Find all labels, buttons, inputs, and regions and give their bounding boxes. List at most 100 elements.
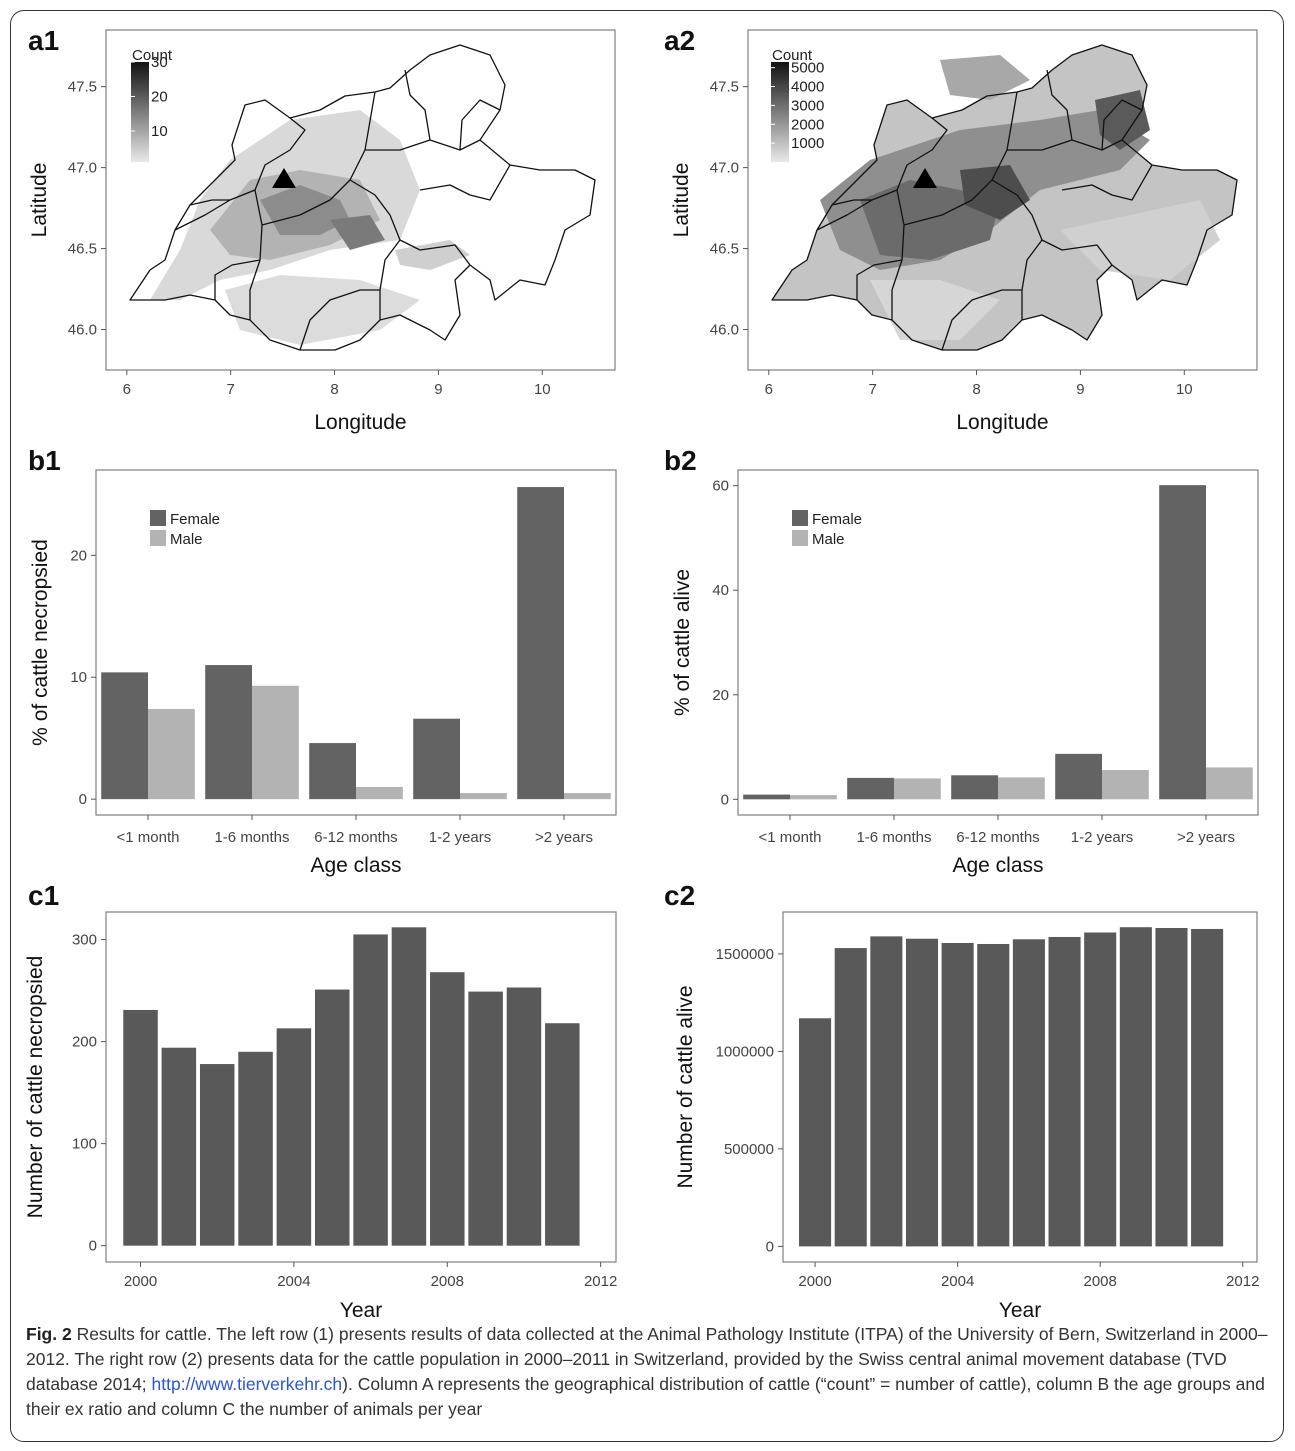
panel-label-c2: c2 (664, 880, 695, 911)
xtick-label: 2004 (277, 1273, 310, 1290)
map-a2-legend-label: 4000 (791, 79, 824, 96)
bar-b1-female (517, 487, 564, 800)
map-a1-legend-label: 10 (151, 123, 168, 140)
map-a1-shading (150, 110, 470, 345)
map-a1-colorbar (131, 62, 149, 162)
caption-link[interactable]: http://www.tierverkehr.ch (151, 1374, 343, 1394)
map-a2-cantons (771, 44, 1238, 351)
bar-c1-year (123, 1009, 158, 1246)
panel-label-c1: c1 (28, 880, 59, 911)
bar-b1-female (101, 672, 148, 800)
y-axis-label: Number of cattle necropsied (24, 956, 47, 1219)
bar-b2-female (1055, 753, 1102, 800)
map-a1-ylabel: Latitude (28, 163, 51, 238)
bar-b2-male (1102, 770, 1149, 800)
bar-c2-year (977, 943, 1010, 1247)
figure-caption: Fig. 2 Results for cattle. The left row … (26, 1322, 1271, 1422)
ytick-label: 300 (72, 932, 97, 949)
map-a1-xlabel: Longitude (314, 411, 406, 434)
map-a1-xtick-label: 10 (534, 381, 551, 398)
map-a2-legend-label: 5000 (791, 60, 824, 77)
legend-label-male: Male (170, 531, 203, 548)
xtick-label: 1-6 months (856, 829, 931, 846)
bar-c1-year (199, 1064, 235, 1246)
legend-swatch-male (792, 530, 808, 546)
xtick-label: 1-2 years (429, 829, 492, 846)
bar-b1-male (148, 708, 195, 800)
map-a1-xtick-label: 8 (330, 381, 338, 398)
y-axis-label: % of cattle necropsied (29, 539, 52, 746)
xtick-label: 6-12 months (956, 829, 1039, 846)
figure-svg: a1 a2 b1 b2 c1 c2 (24, 25, 1259, 1320)
bar-b1-male (564, 793, 611, 800)
chart-b1: <1 month 1-6 months 6-12 months 1-2 years >2… (29, 469, 617, 877)
map-a1: Count 30 20 10 6 7 8 9 10 46.0 46.5 47.0 47.5 Longi… (28, 29, 616, 434)
bar-c1-year (506, 987, 542, 1246)
xtick-label: 1-6 months (214, 829, 289, 846)
bar-b2-female (1159, 485, 1206, 800)
legend-label-female: Female (170, 511, 220, 528)
bar-c2-year (1155, 927, 1188, 1247)
caption-text-1: Results for cattle. The left row (1) pre… (26, 1324, 1268, 1394)
caption-text-2: ). Column A represents the geographical … (26, 1374, 1265, 1419)
bar-c1-year (430, 972, 465, 1246)
xtick-label: <1 month (117, 829, 180, 846)
map-a2-xtick-label: 8 (972, 381, 980, 398)
bar-c2-year (870, 936, 903, 1247)
map-a1-legend-label: 30 (151, 54, 168, 71)
bar-b2-male (1206, 767, 1253, 800)
legend-label-female: Female (812, 511, 862, 528)
bar-b2-male (894, 778, 941, 800)
ytick-label: 0 (721, 791, 729, 808)
bar-b1-female (413, 718, 460, 800)
ytick-label: 1500000 (716, 946, 774, 963)
bar-c2-year (834, 948, 867, 1247)
ytick-label: 200 (72, 1034, 97, 1051)
xtick-label: 2004 (941, 1273, 974, 1290)
xtick-label: 2012 (584, 1273, 617, 1290)
map-a2-ytick-label: 47.5 (710, 79, 739, 96)
ytick-label: 500000 (724, 1141, 774, 1158)
map-a2-shading (772, 45, 1237, 350)
ytick-label: 0 (89, 1238, 97, 1255)
map-a2-ytick-label: 46.0 (710, 322, 739, 339)
map-a2-legend-label: 3000 (791, 97, 824, 114)
map-a1-ytick-label: 47.5 (68, 79, 97, 96)
panel-label-b1: b1 (28, 445, 61, 476)
map-a1-ytick-label: 46.5 (68, 241, 97, 258)
map-a1-legend-title: Count (132, 47, 173, 64)
map-a2-ytick-label: 46.5 (710, 241, 739, 258)
bar-c2-year (1191, 928, 1224, 1247)
bar-b2-female (847, 777, 894, 800)
bar-c1-year (468, 991, 503, 1246)
bar-b1-female (205, 665, 252, 800)
xtick-label: 2008 (431, 1273, 464, 1290)
panel-label-b2: b2 (664, 445, 697, 476)
y-axis-label: Number of cattle alive (674, 985, 697, 1188)
map-a2-xtick-label: 10 (1176, 381, 1193, 398)
bar-c2-year (1084, 932, 1117, 1247)
map-a2-xlabel: Longitude (956, 411, 1048, 434)
legend-label-male: Male (812, 531, 845, 548)
map-a1-marker (272, 168, 296, 188)
xtick-label: >2 years (1177, 829, 1235, 846)
map-a1-xtick-label: 7 (226, 381, 234, 398)
ytick-label: 0 (766, 1238, 774, 1255)
xtick-label: 2008 (1084, 1273, 1117, 1290)
bar-c2-year (1119, 927, 1152, 1247)
xtick-label: 6-12 months (314, 829, 397, 846)
ytick-label: 100 (72, 1136, 97, 1153)
chart-c2: 2000 2004 2008 2012 0 500000 1000000 1500000 Yea… (674, 911, 1259, 1320)
bar-c2-year (799, 1018, 832, 1247)
bar-c1-year (391, 927, 427, 1246)
bar-c1-year (161, 1047, 197, 1246)
legend-swatch-female (792, 510, 808, 526)
map-a1-ytick-label: 46.0 (68, 322, 97, 339)
map-a2-legend-label: 2000 (791, 116, 824, 133)
x-axis-label: Age class (310, 854, 401, 877)
map-a1-xtick-label: 6 (123, 381, 131, 398)
map-a2-marker (913, 168, 937, 188)
chart-b2: <1 month 1-6 months 6-12 months 1-2 years >2… (671, 469, 1259, 877)
bar-b2-male (790, 795, 837, 800)
legend-swatch-female (150, 510, 166, 526)
